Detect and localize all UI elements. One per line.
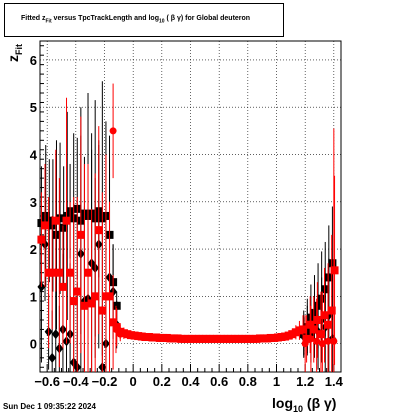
title-mid: versus TpcTrackLength and log	[51, 15, 159, 23]
y-tick-label: 6	[30, 53, 37, 68]
data-point-square	[309, 325, 318, 334]
data-point-circle	[324, 337, 332, 345]
data-point-square	[94, 226, 103, 235]
data-point-square	[51, 216, 60, 225]
y-tick-label: 0	[30, 337, 37, 352]
x-tick-label: 0.8	[239, 374, 257, 389]
data-point-square	[37, 235, 46, 244]
data-point-square	[63, 211, 72, 220]
x-tick-label: 1	[273, 374, 280, 389]
x-tick-label: 0	[130, 374, 137, 389]
chart-title-box: Fitted zFit versus TpcTrackLength and lo…	[4, 3, 284, 37]
y-axis-label: zFit	[5, 44, 24, 62]
data-point-square	[56, 214, 65, 223]
data-point-square	[66, 268, 75, 277]
x-tick-label: 0.2	[153, 374, 171, 389]
data-point-square	[313, 315, 322, 324]
y-tick-label: 5	[30, 100, 37, 115]
data-point-square	[327, 306, 336, 315]
x-axis-label: log10 (β γ)	[272, 395, 336, 414]
data-point-square	[55, 268, 64, 277]
data-point-circle	[109, 127, 117, 135]
data-point-square	[48, 221, 57, 230]
data-point-square	[73, 287, 82, 296]
y-tick-label: 2	[30, 242, 37, 257]
data-point-square	[80, 301, 89, 310]
data-point-square	[328, 259, 337, 268]
data-point-square	[105, 292, 114, 301]
data-point-circle	[313, 337, 321, 345]
data-point-square	[84, 268, 93, 277]
data-point-square	[58, 282, 67, 291]
data-point-circle	[112, 325, 120, 333]
x-tick-label: 1.4	[325, 374, 344, 389]
x-tick-label: −0.4	[63, 374, 89, 389]
x-tick-label: 0.4	[181, 374, 200, 389]
data-point-square	[91, 292, 100, 301]
data-point-square	[41, 211, 50, 220]
data-point-square	[98, 306, 107, 315]
data-point-square	[316, 330, 325, 339]
x-tick-label: −0.2	[92, 374, 118, 389]
x-tick-label: 0.6	[210, 374, 228, 389]
data-point-circle	[330, 337, 338, 345]
y-tick-label: 3	[30, 195, 37, 210]
data-point-square	[330, 266, 339, 275]
data-point-square	[45, 216, 54, 225]
data-point-square	[76, 230, 85, 239]
data-point-square	[320, 311, 329, 320]
data-point-diamond	[48, 352, 57, 363]
data-point-square	[87, 299, 96, 308]
timestamp: Sun Dec 1 09:35:22 2024	[3, 402, 96, 411]
title-sub-10: 10	[158, 18, 165, 25]
title-post: ( β γ) for Global deuteron	[164, 15, 251, 23]
data-point-circle	[307, 335, 315, 343]
title-sub-fit: Fit	[45, 18, 52, 25]
data-point-circle	[116, 330, 124, 338]
data-point-diamond	[51, 329, 60, 340]
data-point-square	[41, 221, 50, 230]
data-point-circle	[301, 340, 309, 348]
data-point-square	[48, 268, 57, 277]
data-point-square	[306, 320, 315, 329]
x-tick-label: 1.2	[296, 374, 314, 389]
data-point-square	[52, 230, 61, 239]
x-tick-label: −0.6	[34, 374, 60, 389]
data-point-square	[109, 318, 118, 327]
y-tick-label: 4	[30, 147, 38, 162]
title-pre: Fitted z	[21, 15, 46, 23]
y-tick-label: 1	[30, 289, 37, 304]
data-point-square	[59, 223, 68, 232]
data-point-circle	[318, 340, 326, 348]
data-point-square	[302, 334, 311, 343]
chart-title: Fitted zFit versus TpcTrackLength and lo…	[21, 15, 250, 24]
data-point-square	[62, 216, 71, 225]
data-point-square	[299, 325, 308, 334]
data-point-square	[69, 297, 78, 306]
